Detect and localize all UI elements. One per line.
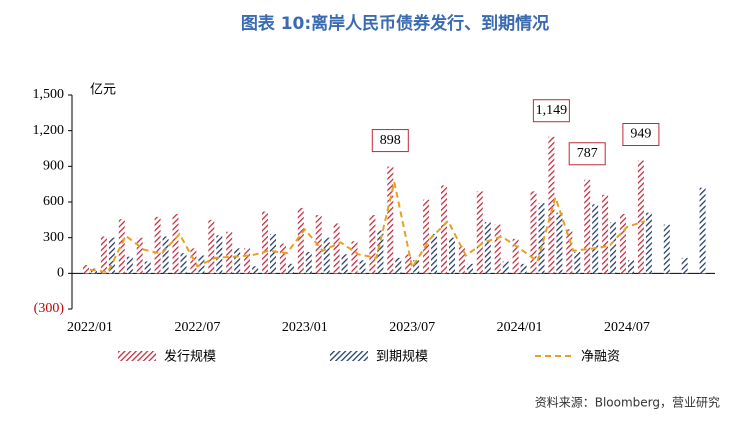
bar xyxy=(287,263,294,274)
bar xyxy=(315,215,322,274)
bar xyxy=(584,179,591,274)
bar xyxy=(476,191,483,274)
x-tick-label: 2022/01 xyxy=(67,320,113,335)
bar xyxy=(198,255,205,274)
bar xyxy=(494,224,501,274)
bar xyxy=(108,237,115,274)
bar xyxy=(297,207,304,274)
bar xyxy=(645,212,652,274)
bar xyxy=(502,261,509,274)
bar xyxy=(351,241,358,274)
bar xyxy=(252,266,259,274)
value-label: 949 xyxy=(630,127,651,142)
bar xyxy=(405,254,412,274)
y-tick-label: 0 xyxy=(57,266,64,281)
bar xyxy=(566,229,573,274)
bar xyxy=(323,237,330,274)
bar xyxy=(118,219,125,274)
legend-swatch xyxy=(118,351,156,361)
bar xyxy=(377,230,384,274)
bar xyxy=(512,238,519,274)
value-label: 898 xyxy=(380,133,401,148)
bar xyxy=(663,224,670,274)
y-axis-label: 亿元 xyxy=(90,83,116,98)
value-label-box xyxy=(622,123,660,147)
bar xyxy=(423,199,430,274)
bar xyxy=(162,236,169,274)
bar xyxy=(83,265,89,274)
bar xyxy=(610,222,617,274)
bar xyxy=(234,248,241,274)
y-tick-label: 1,500 xyxy=(33,87,65,102)
y-tick-label: (300) xyxy=(34,301,65,316)
bar xyxy=(413,260,420,274)
bar xyxy=(190,248,197,274)
bar xyxy=(699,187,706,274)
bar xyxy=(548,136,555,274)
bar xyxy=(530,191,537,274)
line xyxy=(89,181,646,274)
legend-swatch xyxy=(330,351,368,361)
bar xyxy=(262,211,268,274)
bar xyxy=(602,194,609,274)
x-tick-label: 2023/07 xyxy=(389,320,435,335)
bar xyxy=(556,212,563,274)
bar xyxy=(216,235,223,274)
bar xyxy=(359,260,366,274)
bar xyxy=(279,243,286,274)
bar xyxy=(387,166,394,274)
bar xyxy=(441,185,447,274)
bar xyxy=(270,234,276,274)
bar xyxy=(369,215,376,274)
bar xyxy=(681,257,688,274)
legend-label: 净融资 xyxy=(581,350,620,365)
bar xyxy=(431,234,438,274)
value-label-box xyxy=(532,99,570,123)
value-label-box xyxy=(568,142,606,166)
bar xyxy=(341,254,348,274)
bar xyxy=(154,216,161,274)
bar xyxy=(144,261,151,274)
value-label-box xyxy=(371,129,409,153)
x-tick-label: 2023/01 xyxy=(282,320,328,335)
y-tick-label: 1,200 xyxy=(33,123,65,138)
bar xyxy=(466,263,473,274)
bar xyxy=(484,222,491,274)
bar xyxy=(395,257,402,274)
source: 资料来源：Bloomberg，营业研究 xyxy=(535,395,720,410)
bar xyxy=(100,236,107,274)
bar xyxy=(305,251,312,274)
x-tick-label: 2024/07 xyxy=(604,320,650,335)
bar xyxy=(574,251,581,274)
bar xyxy=(628,260,634,274)
x-tick-label: 2024/01 xyxy=(497,320,543,335)
bar xyxy=(520,263,527,274)
bar xyxy=(172,213,179,274)
bar xyxy=(538,203,545,274)
bar xyxy=(226,231,233,274)
y-tick-label: 900 xyxy=(43,159,64,174)
bar xyxy=(126,256,133,274)
bar xyxy=(620,213,626,274)
bar xyxy=(637,160,644,274)
bar xyxy=(449,237,455,274)
bar xyxy=(333,223,340,274)
bar xyxy=(592,204,599,274)
chart-title: 图表 10:离岸人民币债券发行、到期情况 xyxy=(241,13,549,34)
x-tick-label: 2022/07 xyxy=(174,320,220,335)
bar xyxy=(458,245,465,274)
bar xyxy=(244,248,251,274)
legend-label: 发行规模 xyxy=(164,349,216,365)
bar xyxy=(180,253,187,274)
value-label: 1,149 xyxy=(536,103,568,118)
y-tick-label: 600 xyxy=(43,194,64,209)
y-tick-label: 300 xyxy=(43,230,64,245)
value-label: 787 xyxy=(577,146,598,161)
legend-label: 到期规模 xyxy=(376,350,428,365)
bar xyxy=(136,237,143,274)
bar xyxy=(208,219,215,274)
